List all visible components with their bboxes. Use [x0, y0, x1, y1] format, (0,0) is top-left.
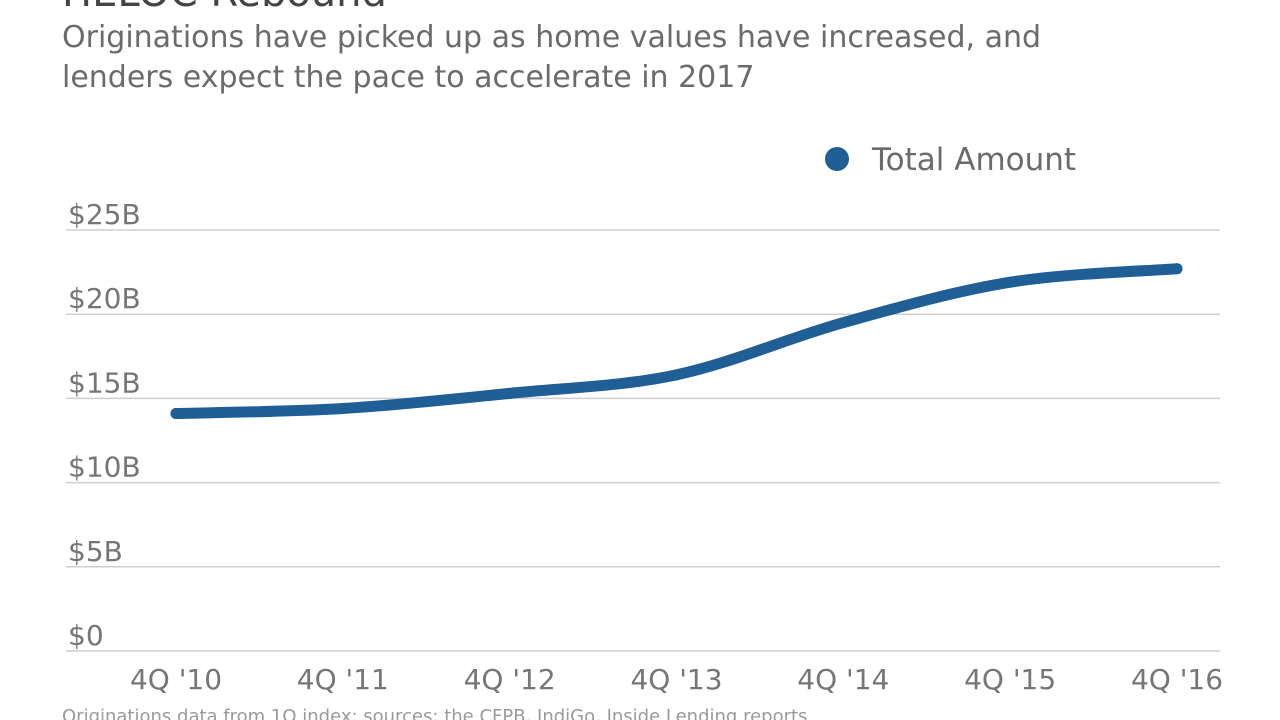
y-tick-label: $5B	[68, 535, 123, 568]
x-tick-label: 4Q '10	[130, 663, 222, 696]
x-tick-label: 4Q '11	[297, 663, 389, 696]
x-tick-label: 4Q '16	[1131, 663, 1223, 696]
x-tick-label: 4Q '13	[630, 663, 722, 696]
y-tick-label: $25B	[68, 198, 141, 231]
chart-subtitle-line-2: lenders expect the pace to accelerate in…	[62, 60, 754, 95]
legend-label-total-amount: Total Amount	[871, 142, 1076, 178]
x-tick-label: 4Q '12	[464, 663, 556, 696]
gridlines	[66, 229, 1220, 652]
legend: Total Amount	[825, 142, 1076, 178]
data-point-0	[170, 408, 182, 420]
series-group	[170, 263, 1183, 420]
y-tick-label: $15B	[68, 366, 141, 399]
x-tick-label: 4Q '14	[797, 663, 889, 696]
y-tick-label: $0	[68, 619, 104, 652]
chart-footnote: Originations data from 1Q index; sources…	[62, 706, 807, 720]
data-point-5	[1004, 276, 1016, 288]
chart-subtitle-line-1: Originations have picked up as home valu…	[62, 20, 1041, 55]
y-axis: $0 $5B $10B $15B $20B $25B	[68, 198, 141, 652]
x-tick-label: 4Q '15	[964, 663, 1056, 696]
y-tick-label: $20B	[68, 282, 141, 315]
data-point-1	[337, 403, 349, 415]
y-tick-label: $10B	[68, 451, 141, 484]
data-point-3	[671, 369, 682, 381]
data-point-6	[1171, 263, 1183, 275]
data-point-2	[504, 387, 516, 399]
legend-marker-total-amount	[825, 147, 849, 171]
data-point-4	[837, 317, 849, 329]
x-axis: 4Q '10 4Q '11 4Q '12 4Q '13 4Q '14 4Q '15 4Q '…	[130, 663, 1223, 696]
chart-title: HELOC Rebound	[62, 0, 387, 16]
series-line-total-amount	[170, 263, 1183, 420]
